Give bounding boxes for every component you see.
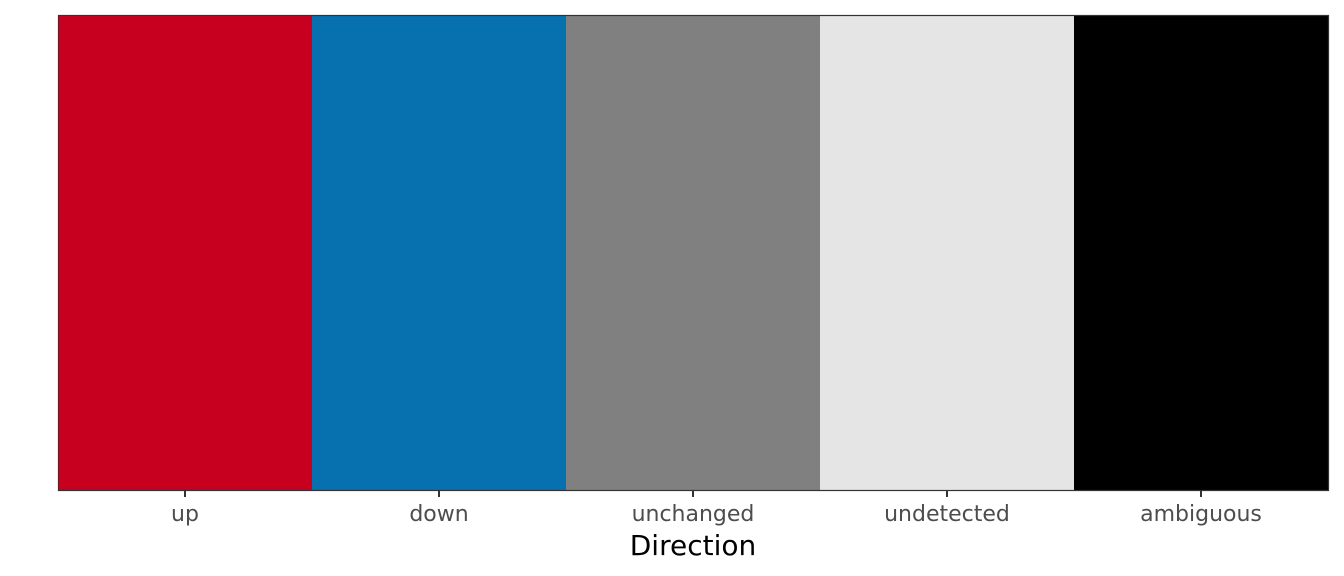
tick-label-unchanged: unchanged	[632, 502, 755, 527]
x-axis-tick-labels: up down unchanged undetected ambiguous	[171, 502, 1262, 527]
tick-label-down: down	[409, 502, 468, 527]
tile-down	[312, 15, 567, 490]
tick-label-ambiguous: ambiguous	[1140, 502, 1262, 527]
x-axis-ticks	[184, 490, 1202, 497]
tile-undetected	[820, 15, 1075, 490]
tick-label-undetected: undetected	[884, 502, 1010, 527]
x-axis-title: Direction	[630, 529, 757, 562]
tick-label-up: up	[171, 502, 199, 527]
tile-ambiguous	[1074, 15, 1328, 490]
tile-unchanged	[566, 15, 821, 490]
tile-up	[58, 15, 313, 490]
color-tiles	[58, 15, 1328, 490]
